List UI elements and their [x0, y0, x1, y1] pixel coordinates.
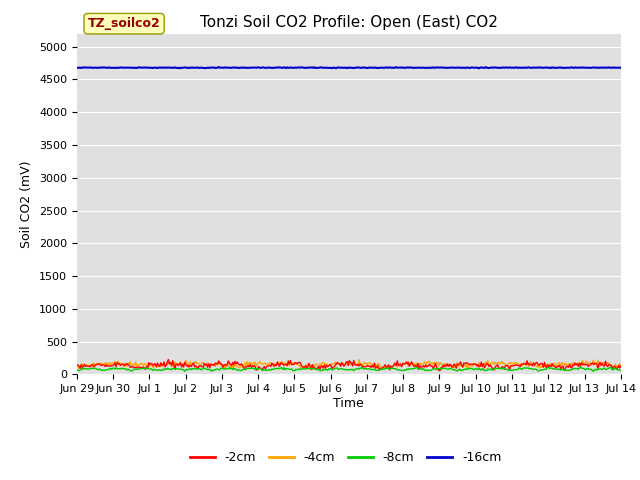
-8cm — [332, 365, 340, 371]
Y-axis label: Soil CO2 (mV): Soil CO2 (mV) — [20, 160, 33, 248]
-16cm — [336, 65, 344, 71]
-8cm — [606, 365, 614, 371]
-2cm — [521, 360, 529, 366]
-16cm — [214, 64, 222, 70]
-2cm — [369, 362, 376, 368]
-2cm — [336, 361, 344, 367]
Legend: -2cm, -4cm, -8cm, -16cm: -2cm, -4cm, -8cm, -16cm — [185, 446, 506, 469]
-16cm — [73, 65, 81, 71]
-2cm — [73, 362, 81, 368]
-4cm — [369, 361, 377, 367]
Line: -8cm: -8cm — [77, 367, 621, 372]
-4cm — [521, 361, 529, 367]
-4cm — [399, 362, 406, 368]
-16cm — [332, 65, 340, 71]
-2cm — [617, 364, 625, 370]
-4cm — [355, 357, 363, 362]
Line: -2cm: -2cm — [77, 360, 621, 371]
-2cm — [398, 364, 406, 370]
-4cm — [332, 362, 340, 368]
-8cm — [398, 367, 406, 373]
Line: -16cm: -16cm — [77, 67, 621, 68]
-8cm — [369, 367, 376, 372]
-2cm — [332, 361, 340, 367]
-16cm — [521, 65, 529, 71]
-4cm — [73, 362, 81, 368]
-16cm — [617, 65, 625, 71]
-16cm — [398, 65, 406, 71]
-4cm — [336, 361, 344, 367]
-16cm — [369, 65, 376, 71]
-8cm — [73, 367, 81, 373]
-4cm — [606, 362, 614, 368]
-4cm — [308, 366, 316, 372]
-16cm — [476, 65, 483, 71]
-8cm — [520, 365, 527, 371]
-2cm — [606, 362, 614, 368]
-8cm — [617, 368, 625, 373]
-16cm — [606, 65, 614, 71]
-8cm — [181, 369, 189, 374]
-8cm — [577, 364, 584, 370]
Text: TZ_soilco2: TZ_soilco2 — [88, 17, 161, 30]
Line: -4cm: -4cm — [77, 360, 621, 369]
Title: Tonzi Soil CO2 Profile: Open (East) CO2: Tonzi Soil CO2 Profile: Open (East) CO2 — [200, 15, 498, 30]
X-axis label: Time: Time — [333, 397, 364, 410]
-2cm — [164, 357, 172, 362]
-4cm — [617, 363, 625, 369]
-8cm — [336, 366, 344, 372]
-2cm — [436, 368, 444, 373]
